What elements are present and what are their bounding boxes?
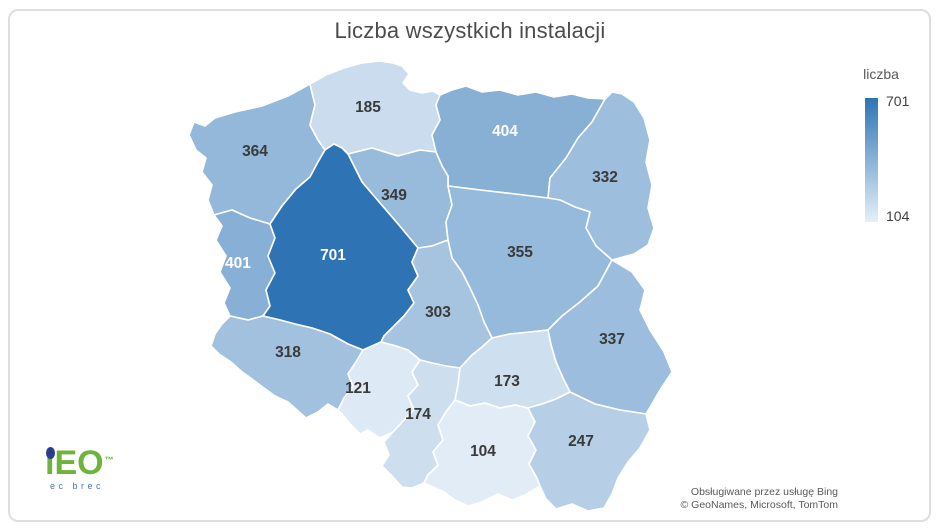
legend-gradient-bar [865, 98, 878, 222]
page-title: Liczba wszystkich instalacji [334, 18, 606, 43]
ieo-logo-i-dot [46, 447, 55, 459]
region-value-label: 404 [492, 123, 518, 140]
region-value-label: 173 [494, 373, 520, 390]
ieo-logo: ıEO ™ ec brec [45, 446, 135, 491]
region-value-label: 337 [599, 331, 625, 348]
region-malopolskie[interactable] [423, 399, 541, 507]
region-value-label: 104 [470, 443, 496, 460]
region-value-label: 701 [320, 247, 346, 264]
map-data-labels: 364 185 404 332 349 355 401 701 303 337 … [225, 99, 625, 460]
map-regions [188, 60, 673, 512]
region-podkarpackie[interactable] [527, 391, 651, 512]
region-value-label: 174 [405, 406, 431, 423]
region-value-label: 121 [345, 380, 371, 397]
ieo-logo-subtext: ec brec [50, 481, 105, 491]
trademark-symbol: ™ [104, 455, 114, 465]
region-value-label: 401 [225, 255, 251, 272]
region-value-label: 185 [355, 99, 381, 116]
ieo-logo-text: ıEO ™ [45, 444, 114, 482]
region-dolnoslaskie[interactable] [210, 315, 364, 419]
region-value-label: 247 [568, 433, 594, 450]
map-attribution: Obsługiwane przez usługę Bing © GeoNames… [681, 486, 839, 512]
legend-title: liczba [863, 66, 899, 82]
region-value-label: 303 [425, 304, 451, 321]
region-value-label: 349 [381, 187, 407, 204]
region-value-label: 318 [275, 344, 301, 361]
attribution-line2: © GeoNames, Microsoft, TomTom [680, 499, 839, 511]
legend-min-label: 104 [886, 208, 910, 224]
attribution-line1: Obsługiwane przez usługę Bing [690, 486, 838, 498]
region-podlaskie[interactable] [547, 91, 655, 261]
region-value-label: 332 [592, 169, 618, 186]
region-value-label: 355 [507, 244, 533, 261]
legend-max-label: 701 [886, 93, 910, 109]
region-value-label: 364 [242, 143, 268, 160]
